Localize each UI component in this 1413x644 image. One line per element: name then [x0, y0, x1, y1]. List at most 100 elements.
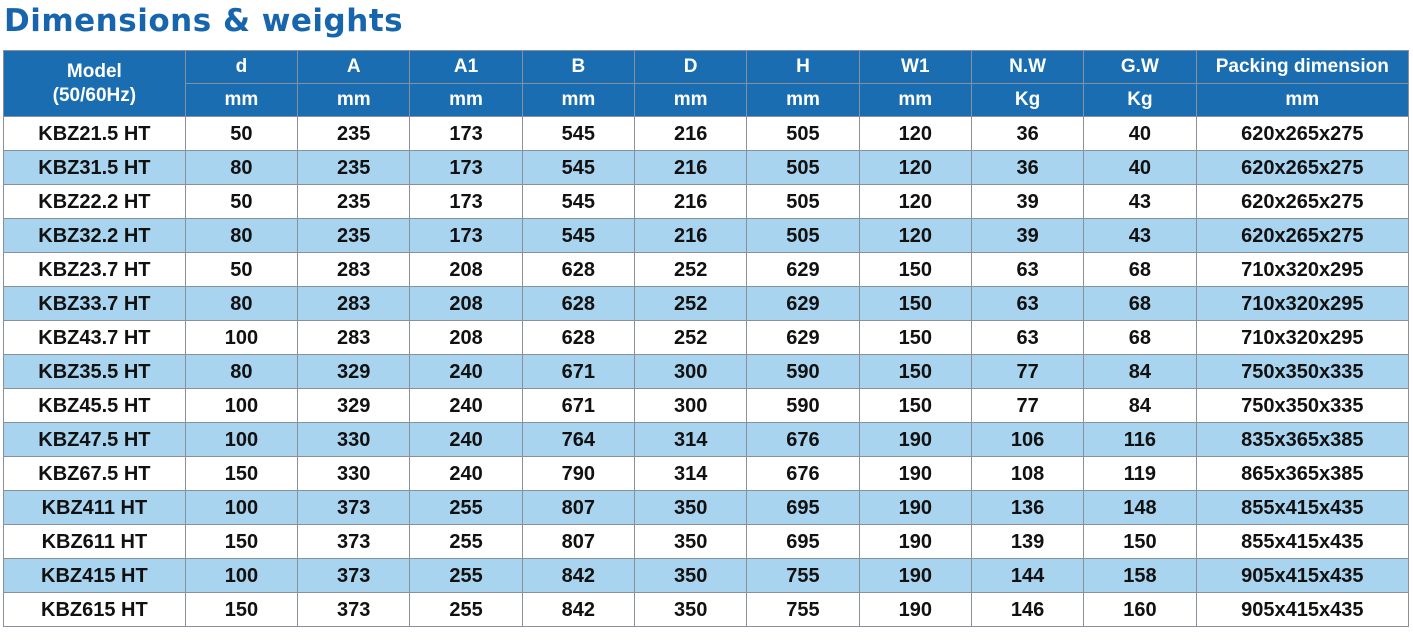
cell-gw: 68 — [1083, 286, 1197, 321]
table-row: KBZ45.5 HT 100 329 240 671 300 590 150 7… — [3, 388, 1410, 423]
cell-a1: 255 — [409, 558, 523, 593]
cell-w1: 150 — [858, 252, 972, 287]
cell-h: 676 — [746, 422, 860, 457]
cell-packing: 750x350x335 — [1195, 354, 1410, 389]
cell-b: 807 — [521, 524, 636, 559]
header-b: B — [521, 50, 636, 84]
cell-a: 235 — [297, 116, 411, 151]
cell-d-upper: 350 — [633, 490, 748, 525]
cell-d-upper: 350 — [633, 524, 748, 559]
cell-gw: 119 — [1083, 456, 1197, 491]
cell-d-upper: 314 — [633, 422, 748, 457]
cell-b: 545 — [521, 116, 636, 151]
header-d-upper: D — [633, 50, 748, 84]
cell-packing: 865x365x385 — [1195, 456, 1410, 491]
cell-h: 695 — [746, 524, 860, 559]
cell-nw: 144 — [970, 558, 1085, 593]
cell-h: 505 — [746, 218, 860, 253]
cell-d: 50 — [184, 184, 299, 219]
cell-a1: 240 — [409, 354, 523, 389]
cell-w1: 190 — [858, 490, 972, 525]
cell-b: 545 — [521, 218, 636, 253]
cell-packing: 750x350x335 — [1195, 388, 1410, 423]
cell-model: KBZ21.5 HT — [3, 116, 186, 151]
cell-b: 628 — [521, 320, 636, 355]
table-row: KBZ21.5 HT 50 235 173 545 216 505 120 36… — [3, 116, 1410, 151]
cell-packing: 905x415x435 — [1195, 592, 1410, 627]
unit-d: mm — [184, 83, 299, 117]
cell-b: 671 — [521, 354, 636, 389]
cell-packing: 620x265x275 — [1195, 218, 1410, 253]
cell-d: 80 — [184, 150, 299, 185]
cell-gw: 68 — [1083, 252, 1197, 287]
cell-h: 505 — [746, 150, 860, 185]
unit-h: mm — [746, 83, 860, 117]
cell-d: 100 — [184, 422, 299, 457]
cell-gw: 68 — [1083, 320, 1197, 355]
cell-w1: 150 — [858, 388, 972, 423]
cell-gw: 160 — [1083, 592, 1197, 627]
cell-model: KBZ611 HT — [3, 524, 186, 559]
cell-nw: 108 — [970, 456, 1085, 491]
cell-d: 100 — [184, 388, 299, 423]
table-row: KBZ43.7 HT 100 283 208 628 252 629 150 6… — [3, 320, 1410, 355]
cell-h: 590 — [746, 354, 860, 389]
header-a: A — [297, 50, 411, 84]
cell-nw: 39 — [970, 184, 1085, 219]
cell-a1: 208 — [409, 286, 523, 321]
cell-h: 629 — [746, 252, 860, 287]
header-h: H — [746, 50, 860, 84]
unit-w1: mm — [858, 83, 972, 117]
cell-a1: 208 — [409, 252, 523, 287]
header-model: Model (50/60Hz) — [3, 50, 186, 117]
cell-w1: 120 — [858, 218, 972, 253]
cell-d-upper: 314 — [633, 456, 748, 491]
cell-w1: 190 — [858, 524, 972, 559]
cell-packing: 620x265x275 — [1195, 116, 1410, 151]
cell-w1: 120 — [858, 184, 972, 219]
cell-a: 283 — [297, 286, 411, 321]
cell-gw: 43 — [1083, 218, 1197, 253]
cell-b: 628 — [521, 286, 636, 321]
cell-d: 100 — [184, 558, 299, 593]
cell-nw: 63 — [970, 286, 1085, 321]
cell-w1: 190 — [858, 456, 972, 491]
cell-nw: 106 — [970, 422, 1085, 457]
table-body: KBZ21.5 HT 50 235 173 545 216 505 120 36… — [3, 116, 1410, 627]
cell-model: KBZ415 HT — [3, 558, 186, 593]
cell-gw: 40 — [1083, 150, 1197, 185]
cell-b: 842 — [521, 558, 636, 593]
cell-b: 764 — [521, 422, 636, 457]
cell-w1: 150 — [858, 354, 972, 389]
cell-a: 283 — [297, 320, 411, 355]
cell-a1: 173 — [409, 184, 523, 219]
cell-packing: 620x265x275 — [1195, 184, 1410, 219]
cell-h: 755 — [746, 558, 860, 593]
cell-model: KBZ45.5 HT — [3, 388, 186, 423]
header-gw: G.W — [1083, 50, 1197, 84]
cell-a: 330 — [297, 422, 411, 457]
cell-d: 100 — [184, 320, 299, 355]
cell-d-upper: 216 — [633, 116, 748, 151]
cell-d: 150 — [184, 524, 299, 559]
cell-a1: 240 — [409, 456, 523, 491]
cell-d-upper: 350 — [633, 592, 748, 627]
cell-h: 590 — [746, 388, 860, 423]
cell-gw: 84 — [1083, 388, 1197, 423]
cell-packing: 710x320x295 — [1195, 286, 1410, 321]
cell-d: 150 — [184, 456, 299, 491]
table-row: KBZ32.2 HT 80 235 173 545 216 505 120 39… — [3, 218, 1410, 253]
cell-model: KBZ23.7 HT — [3, 252, 186, 287]
cell-nw: 39 — [970, 218, 1085, 253]
cell-h: 676 — [746, 456, 860, 491]
cell-h: 505 — [746, 116, 860, 151]
cell-gw: 40 — [1083, 116, 1197, 151]
unit-packing: mm — [1195, 83, 1410, 117]
cell-nw: 63 — [970, 252, 1085, 287]
cell-a: 373 — [297, 490, 411, 525]
cell-d-upper: 252 — [633, 286, 748, 321]
cell-a1: 255 — [409, 524, 523, 559]
table-row: KBZ415 HT 100 373 255 842 350 755 190 14… — [3, 558, 1410, 593]
cell-h: 505 — [746, 184, 860, 219]
table-row: KBZ615 HT 150 373 255 842 350 755 190 14… — [3, 592, 1410, 627]
